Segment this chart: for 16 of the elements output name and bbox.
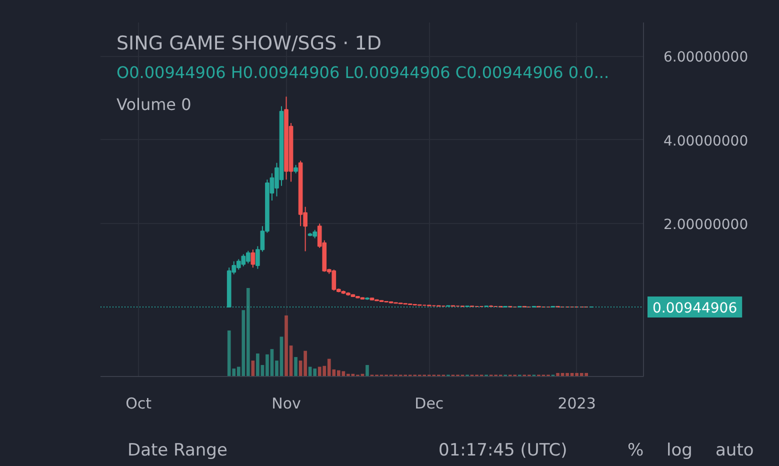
x-tick-label: Dec: [414, 394, 444, 412]
text: Date Range: [128, 440, 228, 460]
ref-line-label: 0.00944906: [652, 300, 738, 316]
y-tick-label: 4.00000000: [664, 133, 748, 150]
x-tick-label: Nov: [272, 394, 302, 412]
y-tick-label: 6.00000000: [664, 50, 748, 66]
text: auto: [716, 440, 754, 460]
text: SING GAME SHOW/SGS · 1D: [116, 32, 382, 54]
text: %: [628, 440, 644, 460]
text: log: [666, 440, 692, 460]
text: 01:17:45 (UTC): [438, 440, 568, 460]
x-tick-label: Oct: [126, 394, 152, 412]
y-tick-label: 2.00000000: [664, 217, 748, 234]
annotation: O0.00944906 H0.00944906 L0.00944906 C0.00944906 0.0...: [116, 63, 610, 82]
annotation: Volume 0: [116, 95, 192, 114]
x-tick-label: 2023: [558, 394, 596, 412]
